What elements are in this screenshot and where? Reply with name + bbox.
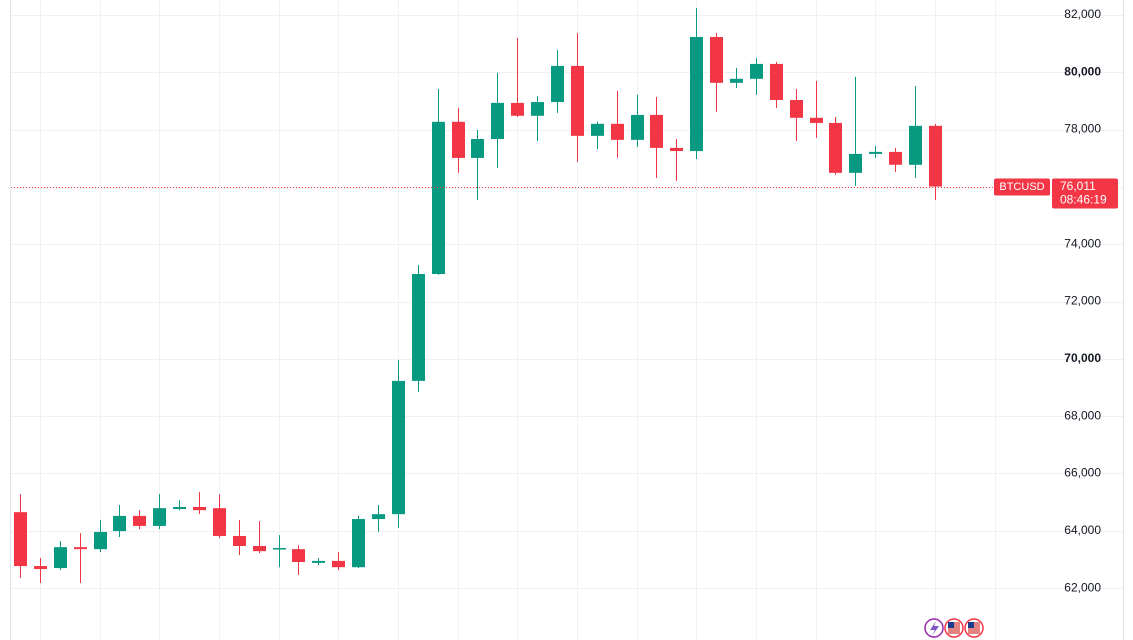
candle-body xyxy=(670,147,683,152)
candle-body xyxy=(432,121,445,274)
candles xyxy=(14,8,942,583)
candle-body xyxy=(153,508,166,526)
price-label: 76,011 xyxy=(1060,179,1096,193)
candle-body xyxy=(511,102,524,116)
candle-body xyxy=(213,508,226,536)
candle-body xyxy=(312,560,325,563)
candle-body xyxy=(611,123,624,140)
flag xyxy=(948,622,954,628)
candle-body xyxy=(452,121,465,158)
symbol-tag xyxy=(994,178,1050,196)
candle-body xyxy=(631,114,644,140)
candle-body xyxy=(54,547,67,569)
symbol-label: BTCUSD xyxy=(999,181,1044,193)
candle-body xyxy=(471,139,484,158)
candle-body xyxy=(849,153,862,173)
candle-body xyxy=(591,123,604,136)
candle-body xyxy=(94,531,107,550)
y-tick-label: 70,000 xyxy=(1064,351,1101,365)
grid: 62,000 64,000 66,000 68,000 70,000 72,000 74,0… xyxy=(11,0,1123,640)
countdown-label: 08:46:19 xyxy=(1060,193,1107,207)
candle-body xyxy=(531,102,544,116)
candle-body xyxy=(133,515,146,526)
event-icons xyxy=(924,618,984,638)
candle-body xyxy=(14,512,27,567)
candle-body xyxy=(909,125,922,165)
candle-body xyxy=(790,100,803,118)
y-tick-label: 64,000 xyxy=(1064,523,1101,537)
candle-body xyxy=(332,560,345,568)
candle-body xyxy=(730,78,743,83)
candle-body xyxy=(292,549,305,563)
y-tick-label: 62,000 xyxy=(1064,580,1101,594)
candle-body xyxy=(690,36,703,152)
candle-body xyxy=(193,507,206,511)
candle-body xyxy=(650,114,663,148)
candle-body xyxy=(491,102,504,140)
candle-body xyxy=(253,545,266,552)
event-bolt xyxy=(930,621,939,636)
candle-body xyxy=(710,36,723,83)
candle-body xyxy=(750,63,763,79)
candle-body xyxy=(810,117,823,123)
candle-body xyxy=(571,65,584,136)
candle-body xyxy=(412,273,425,381)
y-tick-label: 78,000 xyxy=(1064,122,1101,136)
candle-body xyxy=(352,519,365,568)
y-tick-label: 68,000 xyxy=(1064,408,1101,422)
candle-body xyxy=(74,547,87,550)
candle-body xyxy=(551,65,564,103)
price-tag xyxy=(1052,178,1118,209)
flag xyxy=(968,622,974,628)
candle-body xyxy=(889,151,902,165)
candle-body xyxy=(34,566,47,570)
candle-body xyxy=(770,63,783,101)
candle-body xyxy=(113,515,126,532)
y-tick-label: 72,000 xyxy=(1064,294,1101,308)
candle-body xyxy=(869,151,882,154)
candle-body xyxy=(392,380,405,515)
candle-body xyxy=(829,122,842,173)
y-tick-label: 66,000 xyxy=(1064,466,1101,480)
y-tick-label: 80,000 xyxy=(1064,64,1101,78)
candle-body xyxy=(273,547,286,550)
y-tick-label: 74,000 xyxy=(1064,236,1101,250)
candle-body xyxy=(372,514,385,520)
candle-body xyxy=(233,535,246,546)
candle-body xyxy=(929,125,942,187)
y-tick-label: 82,000 xyxy=(1064,7,1101,21)
candle-body xyxy=(173,507,186,510)
